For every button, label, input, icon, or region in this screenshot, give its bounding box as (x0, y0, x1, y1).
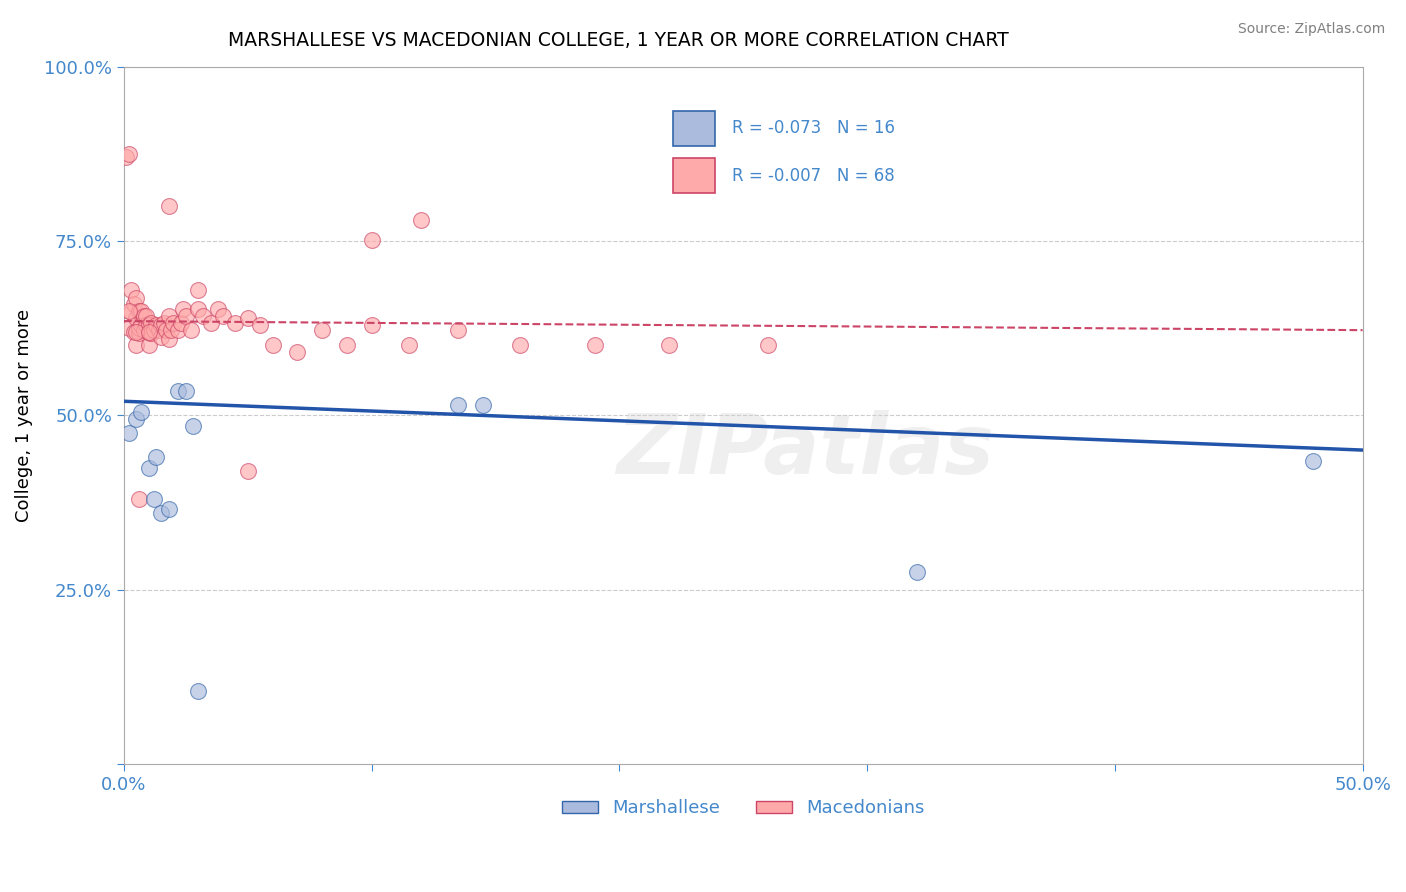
Point (129, 303, 152, 318)
Point (509, 338, 531, 352)
Point (138, 460, 160, 475)
Point (122, 325, 145, 339)
Point (160, 323, 183, 337)
Point (128, 303, 150, 318)
Point (150, 506, 173, 520)
Point (472, 398, 495, 412)
Point (398, 338, 420, 352)
Point (135, 318, 157, 332)
Point (170, 316, 193, 330)
Point (118, 303, 141, 318)
Point (236, 464, 259, 478)
Point (311, 323, 333, 337)
Point (125, 325, 148, 339)
Point (152, 316, 174, 330)
Point (157, 199, 180, 213)
Point (187, 683, 209, 698)
Point (129, 405, 152, 419)
Point (125, 411, 148, 425)
Text: Source: ZipAtlas.com: Source: ZipAtlas.com (1237, 22, 1385, 37)
Point (120, 283, 142, 297)
Point (207, 302, 229, 317)
Point (193, 309, 215, 323)
Point (120, 305, 142, 319)
Point (145, 318, 167, 332)
Point (155, 323, 177, 337)
Point (162, 316, 184, 330)
Point (135, 309, 157, 323)
Point (262, 338, 284, 352)
Point (157, 309, 180, 323)
Point (150, 330, 173, 344)
Point (145, 450, 167, 464)
Point (132, 323, 155, 337)
Point (167, 323, 190, 337)
Point (142, 323, 165, 337)
Point (212, 309, 235, 323)
Point (411, 213, 433, 227)
Point (141, 316, 163, 330)
Point (138, 318, 160, 332)
Point (141, 326, 163, 340)
Point (174, 309, 197, 323)
Point (224, 316, 246, 330)
Point (150, 318, 173, 332)
Point (138, 325, 160, 339)
Point (360, 233, 382, 247)
Point (118, 321, 141, 335)
Point (447, 323, 470, 337)
Point (157, 332, 180, 346)
Point (200, 316, 222, 330)
Point (181, 418, 204, 433)
Point (128, 326, 150, 340)
Point (138, 338, 160, 352)
Point (187, 302, 209, 317)
Point (157, 502, 180, 516)
Point (236, 310, 259, 325)
Point (180, 323, 202, 337)
Point (138, 326, 160, 340)
Legend: Marshallese, Macedonians: Marshallese, Macedonians (554, 792, 932, 824)
Point (249, 318, 271, 332)
Point (447, 398, 470, 412)
Point (1302, 453, 1324, 467)
Point (905, 565, 928, 579)
Point (172, 302, 194, 317)
Point (187, 283, 209, 297)
Point (129, 318, 152, 332)
Text: MARSHALLESE VS MACEDONIAN COLLEGE, 1 YEAR OR MORE CORRELATION CHART: MARSHALLESE VS MACEDONIAN COLLEGE, 1 YEA… (228, 31, 1010, 50)
Point (167, 384, 190, 398)
Point (756, 338, 779, 352)
Text: ZIPatlas: ZIPatlas (616, 409, 994, 491)
Point (583, 338, 606, 352)
Point (285, 345, 308, 359)
Point (174, 384, 197, 398)
Point (658, 338, 681, 352)
Point (125, 310, 148, 325)
Point (336, 338, 359, 352)
Point (360, 318, 382, 332)
Point (142, 491, 165, 506)
Point (115, 150, 138, 164)
Point (118, 146, 141, 161)
Y-axis label: College, 1 year or more: College, 1 year or more (15, 309, 32, 522)
Point (132, 309, 155, 323)
Point (125, 338, 148, 352)
Point (118, 425, 141, 440)
Point (122, 296, 145, 310)
Point (148, 323, 170, 337)
Point (125, 291, 148, 305)
Point (128, 491, 150, 506)
Point (128, 321, 150, 335)
